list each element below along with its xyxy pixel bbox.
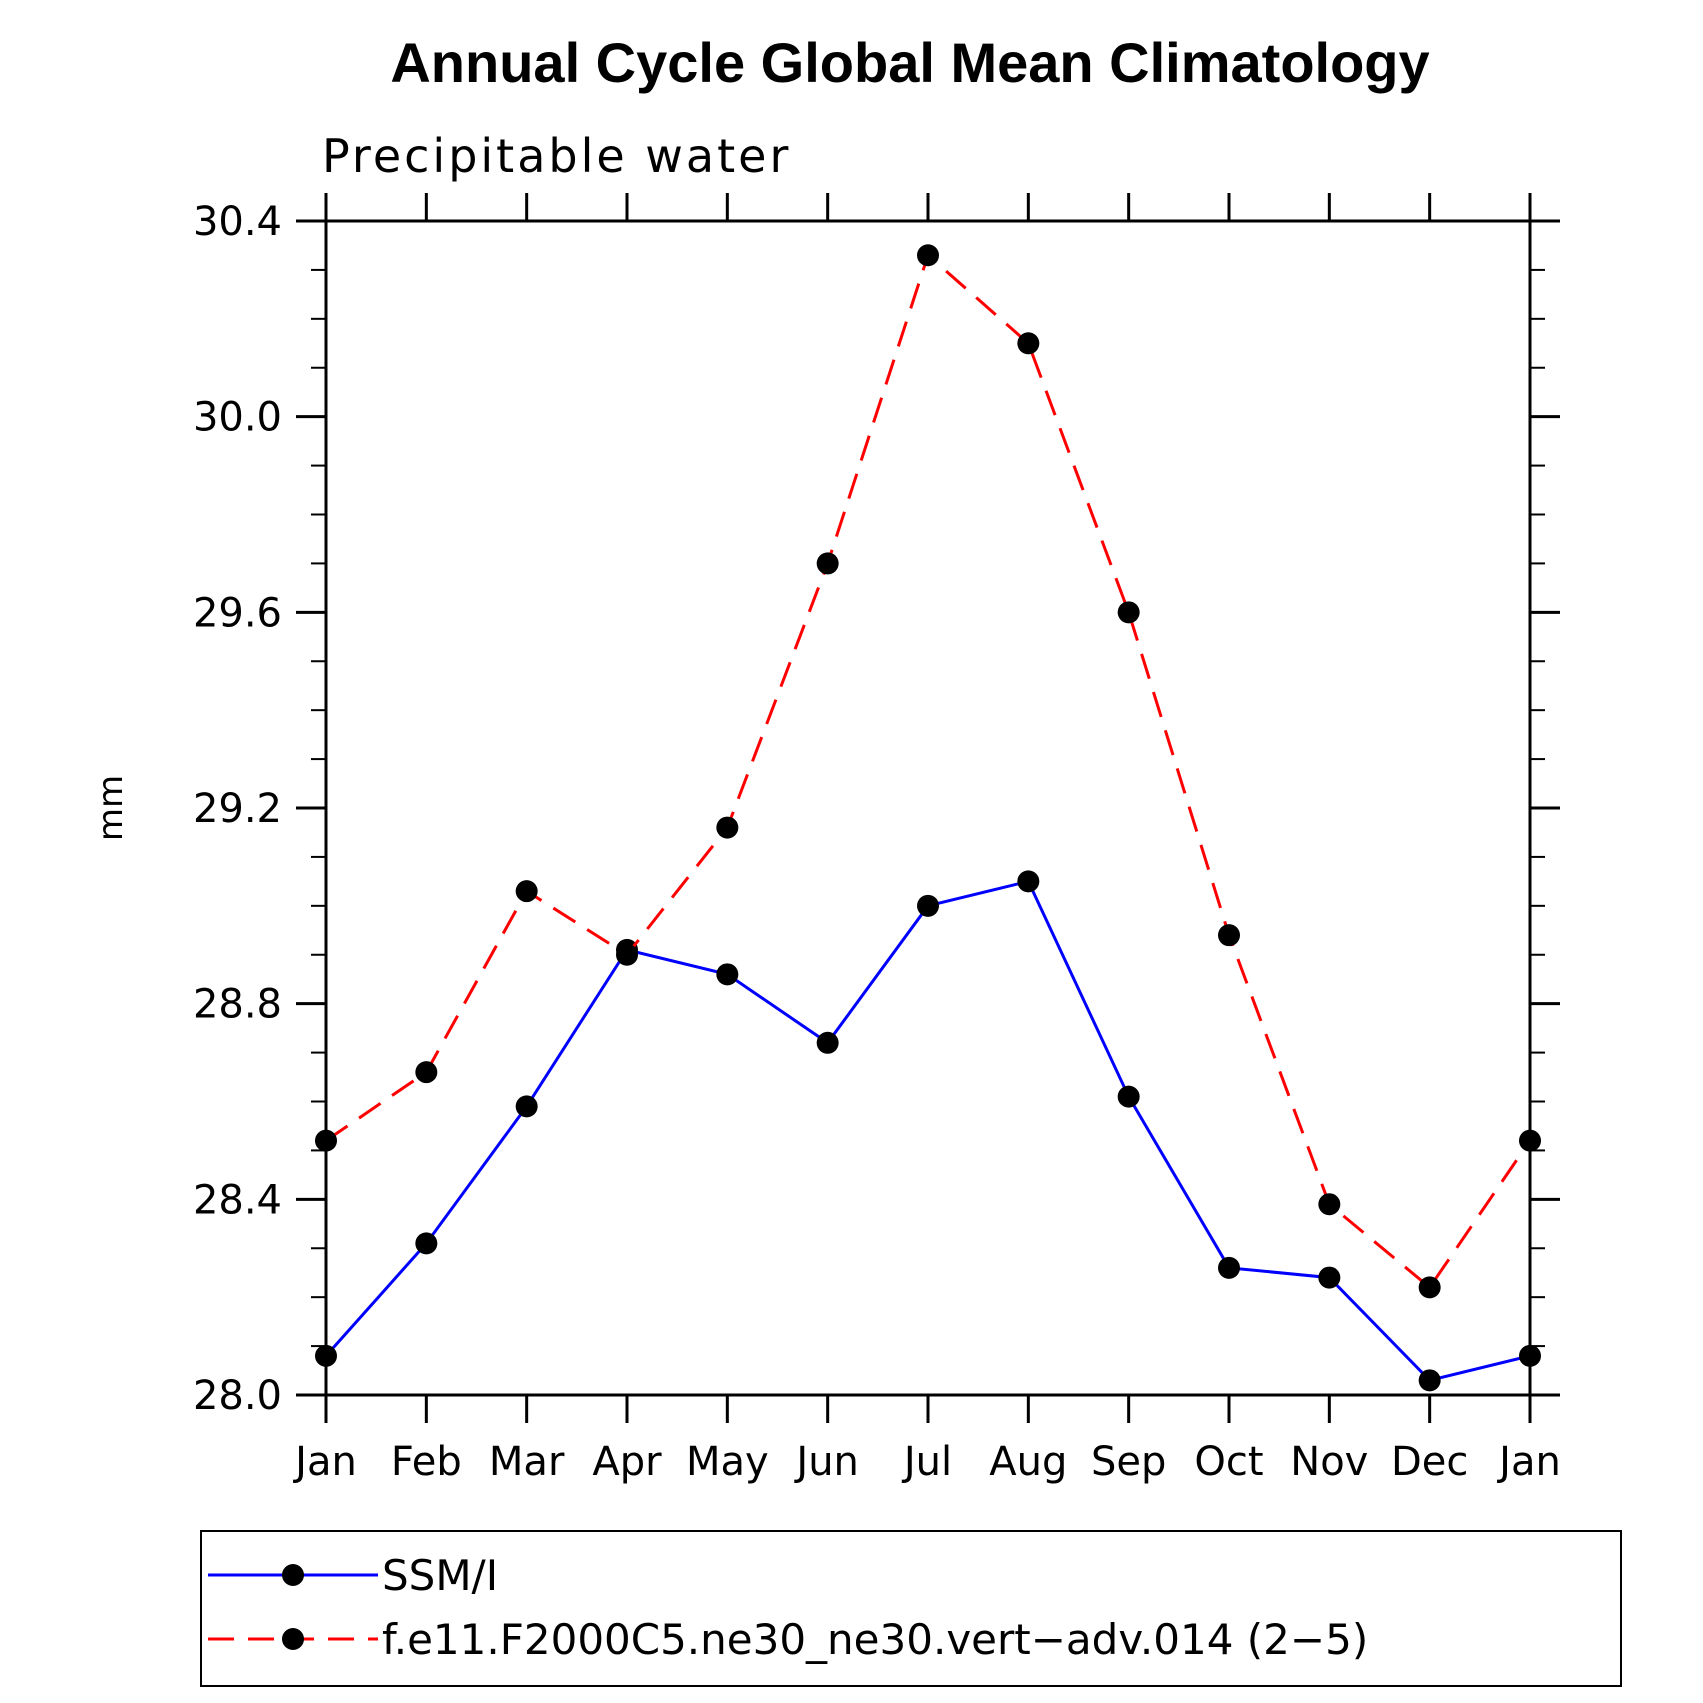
data-point: [917, 894, 939, 917]
series-0: [315, 870, 1541, 1392]
data-point: [1318, 1193, 1341, 1216]
y-tick-label: 30.0: [193, 395, 282, 441]
x-tick-label: Sep: [1091, 1439, 1166, 1485]
x-tick-label: Aug: [989, 1439, 1067, 1485]
plot-frame: [324, 219, 1532, 1397]
x-tick-label: Oct: [1194, 1439, 1263, 1485]
y-tick-label: 29.6: [193, 590, 282, 636]
x-tick-label: Dec: [1391, 1439, 1468, 1485]
data-point: [315, 1344, 337, 1367]
y-tick-label: 28.4: [193, 1177, 282, 1223]
data-point: [1218, 1256, 1240, 1279]
legend-entries: SSM/I f.e11.F2000C5.ne30_ne30.vert−adv.01…: [208, 1551, 1368, 1664]
data-point: [917, 244, 939, 267]
x-tick-labels: Jan Feb Mar Apr May Jun Jul Aug Sep Oct Nov Dec Jan: [292, 1439, 1561, 1485]
series-layer: [315, 244, 1541, 1392]
chart-subtitle: Precipitable water: [322, 129, 791, 183]
data-point: [515, 1095, 538, 1118]
series-line: [324, 879, 1531, 1382]
x-tick-label: Feb: [391, 1439, 462, 1485]
data-point: [1318, 1266, 1341, 1289]
data-point: [315, 1129, 337, 1152]
y-tick-label: 28.8: [193, 982, 282, 1028]
data-point: [816, 1031, 839, 1054]
chart-title: Annual Cycle Global Mean Climatology: [390, 31, 1429, 94]
data-point: [1519, 1129, 1541, 1152]
data-point: [1218, 924, 1240, 947]
x-tick-label: Jan: [292, 1439, 357, 1485]
x-tick-label: Jan: [1496, 1439, 1561, 1485]
y-axis-label: mm: [91, 775, 131, 841]
data-point: [1117, 601, 1140, 624]
data-point: [415, 1061, 438, 1084]
data-point: [1418, 1369, 1441, 1392]
legend-label: f.e11.F2000C5.ne30_ne30.vert−adv.014 (2−…: [382, 1615, 1368, 1664]
x-tick-label: Nov: [1290, 1439, 1368, 1485]
series-1: [315, 244, 1541, 1299]
x-tick-label: Jun: [793, 1439, 859, 1485]
data-point: [1418, 1276, 1441, 1299]
data-point: [1519, 1344, 1541, 1367]
data-point: [1017, 870, 1040, 893]
axes: [296, 193, 1560, 1423]
data-point: [1117, 1085, 1140, 1108]
legend-box: [200, 1530, 1622, 1687]
y-tick-label: 30.4: [193, 199, 282, 245]
data-point: [415, 1232, 438, 1255]
legend-marker: [282, 1564, 304, 1586]
data-point: [816, 552, 839, 575]
x-tick-label: Apr: [592, 1439, 662, 1485]
data-point: [616, 943, 638, 966]
x-tick-label: Jul: [901, 1439, 952, 1485]
x-tick-label: May: [686, 1439, 769, 1485]
data-point: [716, 963, 739, 986]
legend-label: SSM/I: [382, 1551, 498, 1600]
legend: SSM/I f.e11.F2000C5.ne30_ne30.vert−adv.01…: [200, 1530, 1622, 1687]
y-tick-label: 28.0: [193, 1373, 282, 1419]
data-point: [515, 880, 538, 903]
x-tick-label: Mar: [489, 1439, 565, 1485]
data-point: [716, 816, 739, 839]
y-tick-labels: 28.0 28.4 28.8 29.2 29.6 30.0 30.4: [193, 199, 282, 1419]
legend-marker: [282, 1628, 304, 1650]
data-point: [1017, 332, 1040, 355]
y-tick-label: 29.2: [193, 786, 282, 832]
